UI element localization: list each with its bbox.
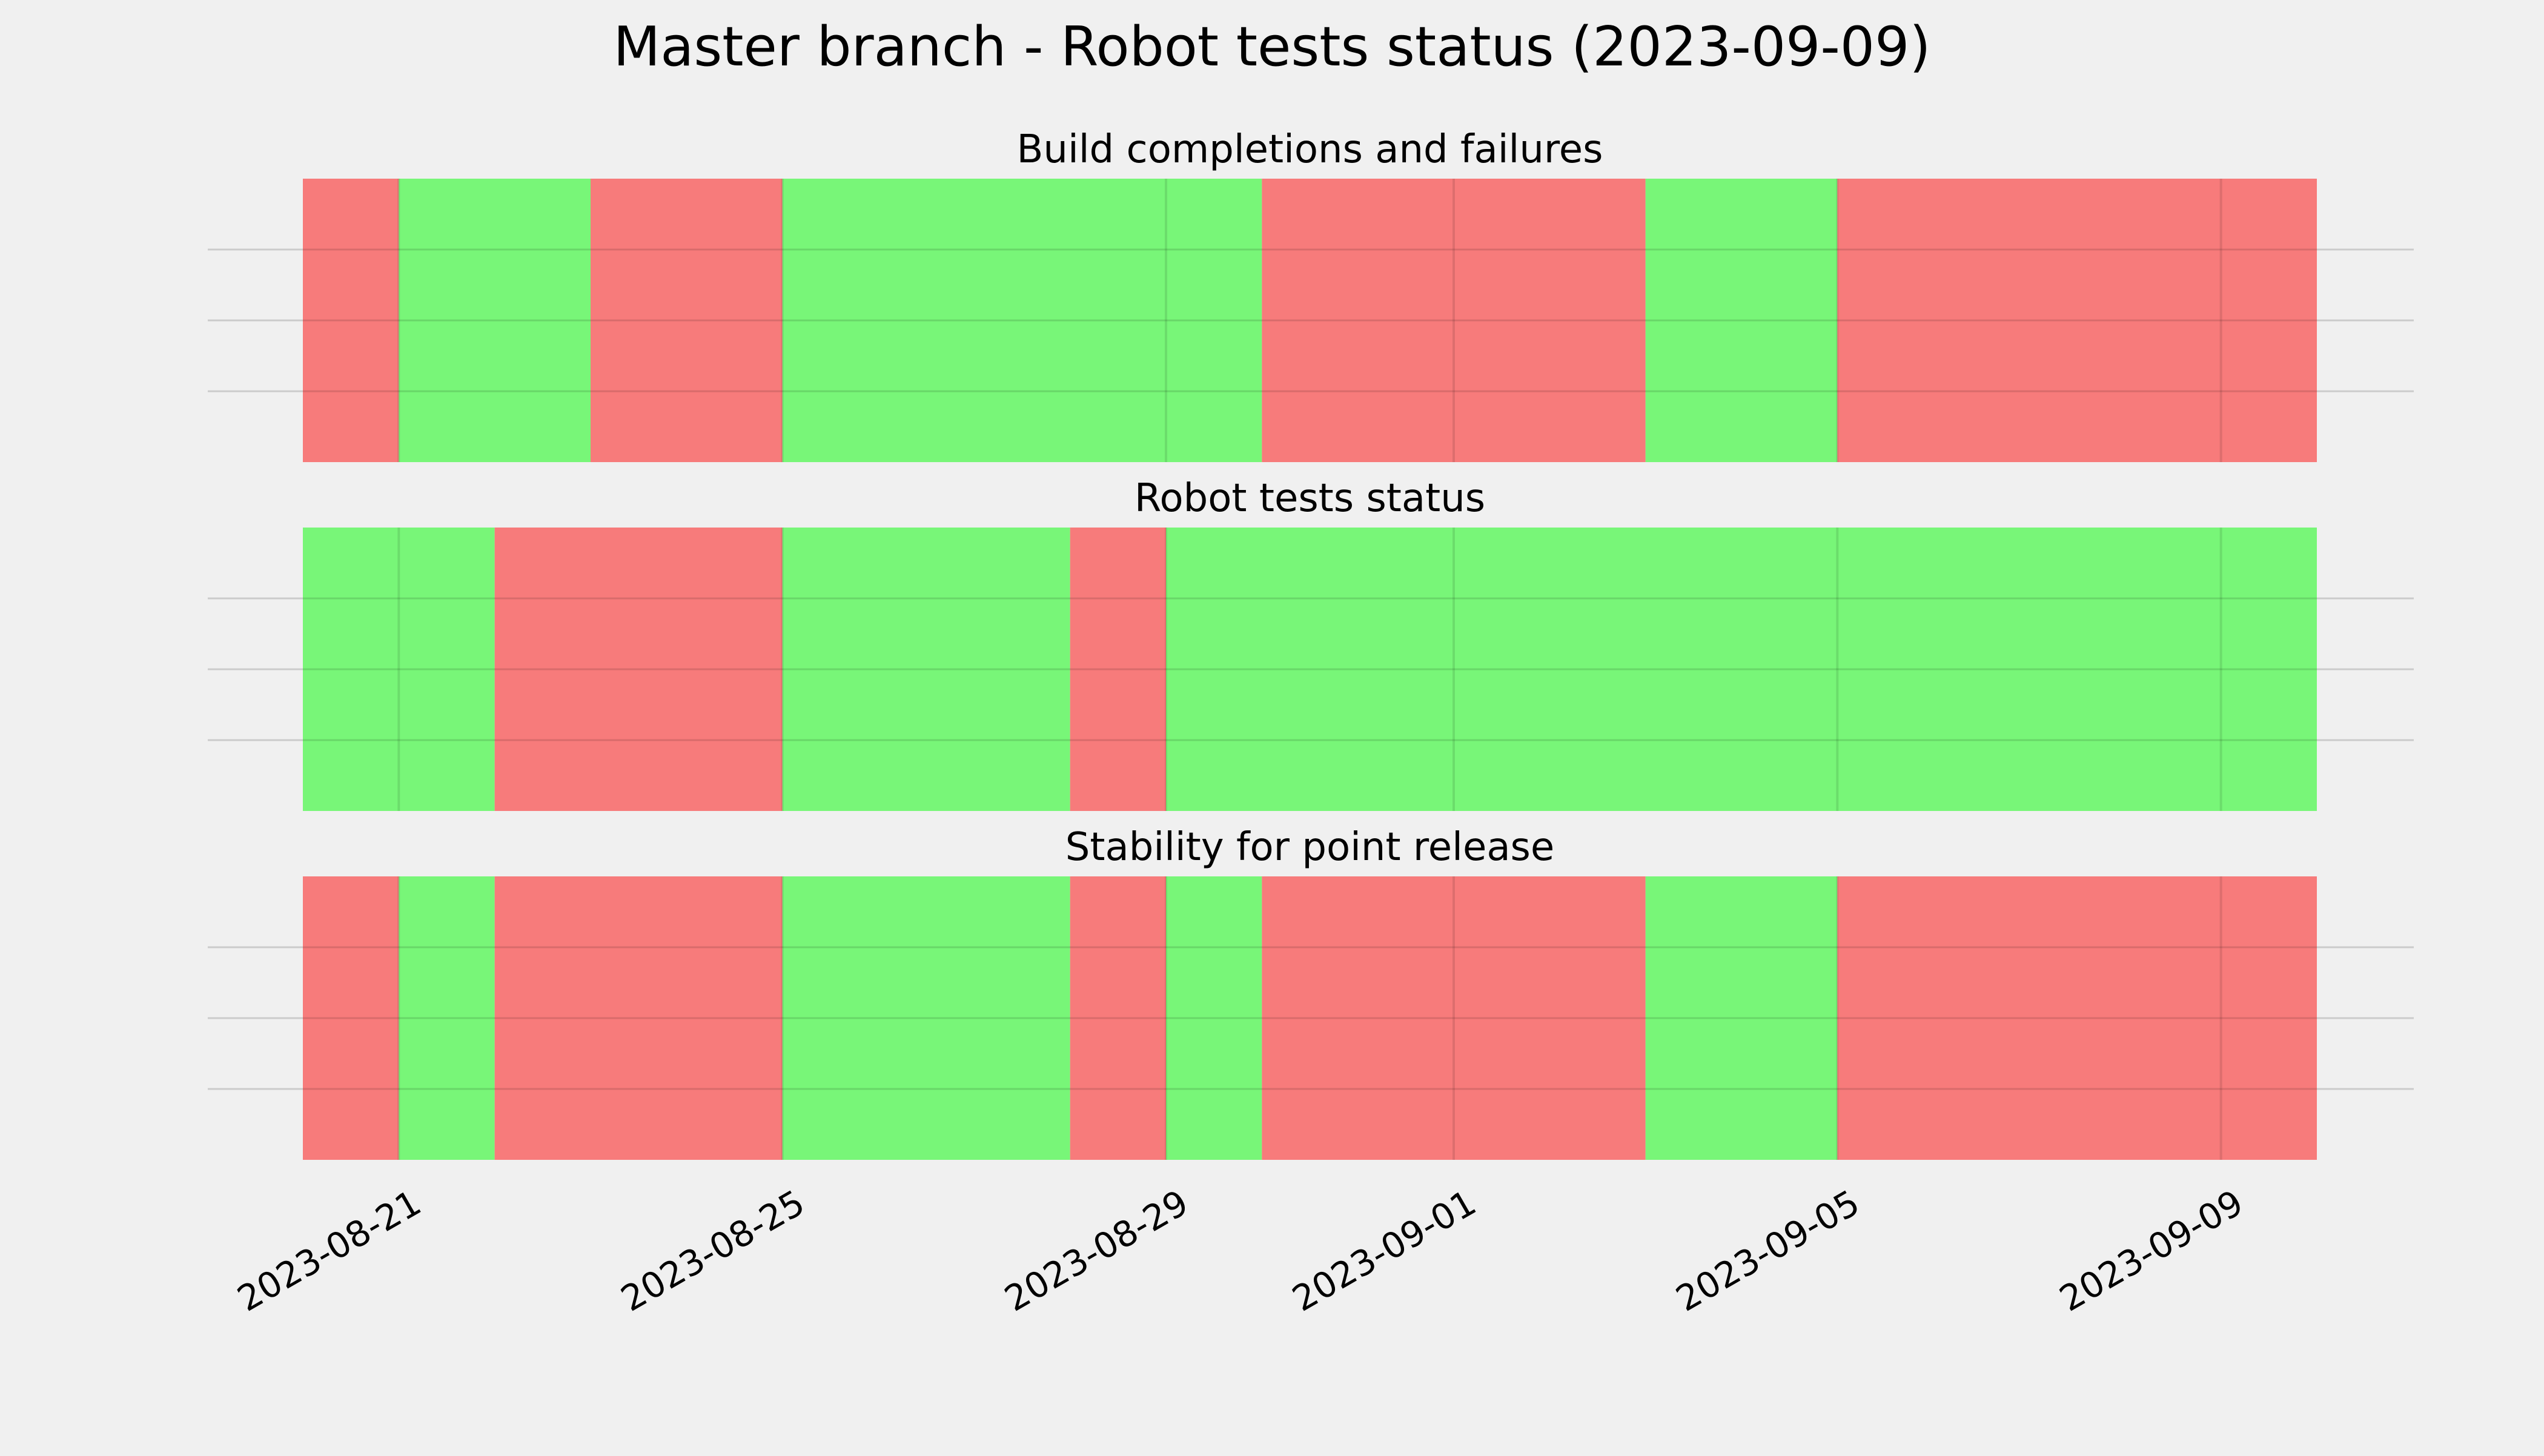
x-tick-label: 2023-09-05 [1669,1182,1866,1319]
status-segment-pass [1645,179,1838,462]
status-segment-pass [399,179,591,462]
status-segment-fail [494,876,783,1160]
status-segment-fail [1070,528,1166,811]
x-tick-label: 2023-09-01 [1285,1182,1483,1319]
x-tick-label: 2023-09-09 [2053,1182,2250,1319]
status-segment-fail [1262,876,1646,1160]
status-segment-fail [1262,179,1646,462]
status-segment-pass [1166,528,2317,811]
status-segment-pass [782,528,1070,811]
status-segment-fail [1837,179,2317,462]
status-segment-fail [494,528,783,811]
panel-title: Build completions and failures [1017,127,1603,172]
panel-title: Stability for point release [1065,825,1555,870]
status-segment-pass [1166,876,1262,1160]
status-segment-pass [782,876,1070,1160]
status-segment-pass [399,876,495,1160]
status-segment-pass [1645,876,1838,1160]
status-segment-fail [591,179,783,462]
status-segment-pass [303,528,495,811]
x-tick-label: 2023-08-29 [998,1182,1195,1319]
status-segment-pass [782,179,1262,462]
status-segment-fail [1837,876,2317,1160]
status-segment-fail [303,179,399,462]
x-tick-label: 2023-08-25 [614,1182,812,1319]
panel-title: Robot tests status [1135,476,1485,521]
chart-title: Master branch - Robot tests status (2023… [614,15,1931,79]
status-segment-fail [1070,876,1166,1160]
x-tick-label: 2023-08-21 [230,1182,428,1319]
status-segment-fail [303,876,399,1160]
